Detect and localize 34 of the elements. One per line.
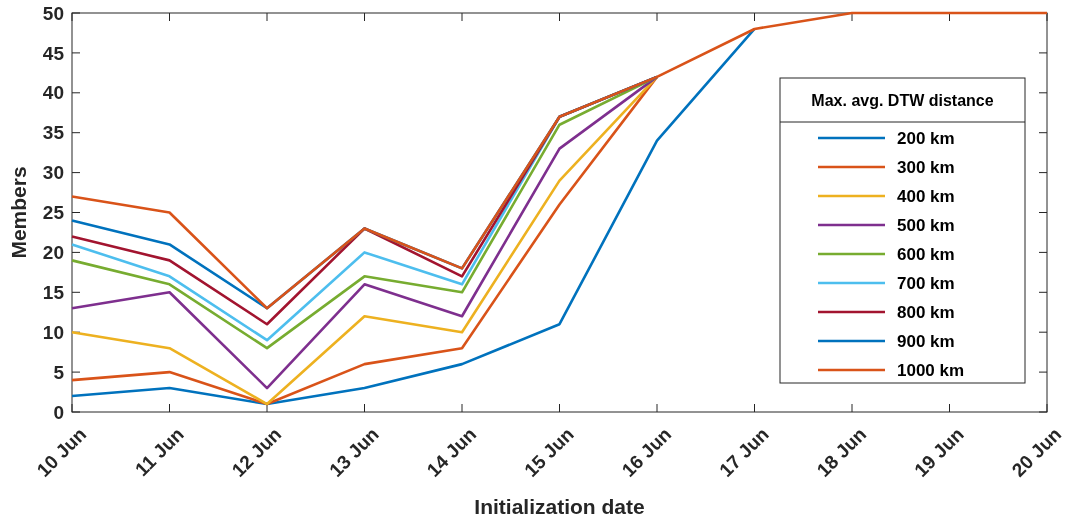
- x-tick-label: 19 Jun: [910, 423, 968, 481]
- y-tick-label: 30: [42, 162, 64, 184]
- y-axis-title: Members: [7, 166, 30, 259]
- legend-label: 1000 km: [897, 360, 965, 380]
- x-tick-label: 16 Jun: [617, 423, 676, 481]
- legend-label: 500 km: [897, 215, 955, 235]
- y-tick-label: 25: [42, 202, 65, 224]
- x-tick-label: 10 Jun: [32, 423, 91, 481]
- x-tick-label: 14 Jun: [422, 423, 481, 481]
- y-tick-label: 5: [53, 361, 65, 383]
- legend-label: 300 km: [897, 157, 955, 177]
- legend-title: Max. avg. DTW distance: [811, 91, 994, 109]
- x-tick-label: 17 Jun: [715, 423, 773, 481]
- y-tick-label: 20: [42, 242, 64, 264]
- x-tick-label: 12 Jun: [227, 423, 286, 481]
- legend-label: 200 km: [897, 128, 955, 148]
- x-tick-label: 20 Jun: [1007, 423, 1066, 481]
- legend-label: 900 km: [897, 331, 955, 351]
- legend-label: 700 km: [897, 273, 955, 293]
- y-tick-label: 15: [42, 281, 65, 303]
- y-tick-label: 50: [42, 2, 64, 24]
- x-tick-label: 18 Jun: [812, 423, 871, 481]
- y-tick-label: 45: [42, 42, 65, 64]
- x-axis-title: Initialization date: [474, 495, 645, 518]
- y-tick-label: 35: [42, 122, 65, 144]
- legend-label: 600 km: [897, 244, 955, 264]
- x-tick-label: 15 Jun: [520, 423, 578, 481]
- legend-label: 800 km: [897, 302, 955, 322]
- y-tick-label: 0: [53, 401, 64, 423]
- y-tick-label: 40: [42, 82, 64, 104]
- x-tick-label: 13 Jun: [325, 423, 383, 481]
- y-tick-label: 10: [42, 321, 64, 343]
- legend-label: 400 km: [897, 186, 955, 206]
- x-tick-label: 11 Jun: [131, 423, 188, 481]
